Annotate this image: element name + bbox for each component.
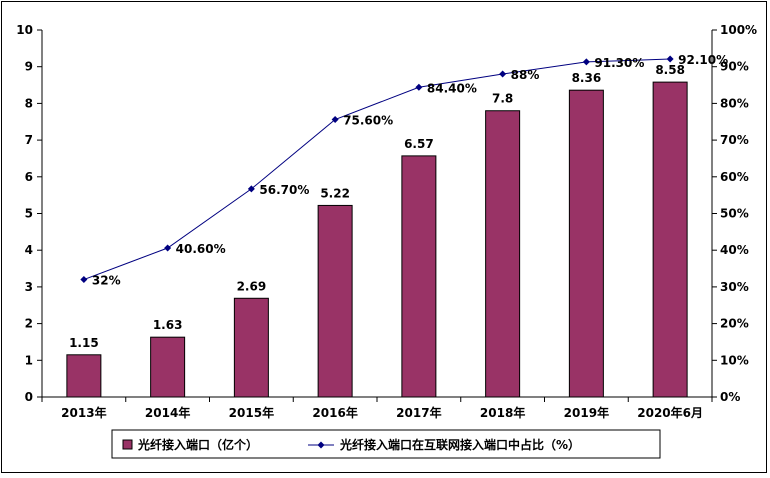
y-left-tick-label: 2 <box>25 317 33 331</box>
bar <box>652 81 688 398</box>
bar <box>485 110 521 398</box>
bar-data-label: 1.15 <box>69 336 99 350</box>
data-labels: 1.15 1.63 2.69 5.22 6.57 7.8 8.36 8.58 32% 40.60%… <box>69 53 728 350</box>
x-tick-label: 2014年 <box>145 405 190 420</box>
line-point <box>582 58 590 66</box>
y-right-tick-label: 90% <box>720 60 749 74</box>
y-left-tick-label: 8 <box>25 96 33 110</box>
line-point <box>80 276 88 284</box>
bar-data-label: 7.8 <box>492 92 513 106</box>
legend-line-marker <box>317 441 325 449</box>
series-line <box>83 58 671 281</box>
y-left-tick-label: 4 <box>25 243 33 257</box>
x-tick-label: 2018年 <box>480 405 525 420</box>
x-tick-label: 2020年6月 <box>637 405 703 420</box>
line-data-label: 32% <box>92 274 121 288</box>
line-point <box>666 55 674 63</box>
x-tick-label: 2017年 <box>396 405 441 420</box>
line-series <box>80 55 674 284</box>
bar-series <box>66 81 688 398</box>
bar <box>568 89 604 398</box>
y-right-tick-label: 0% <box>720 390 740 404</box>
axes: 0123456789100%10%20%30%40%50%60%70%80%90… <box>16 23 757 420</box>
legend-box <box>111 429 661 459</box>
line-data-label: 56.70% <box>259 183 309 197</box>
y-left-tick-label: 6 <box>25 170 33 184</box>
legend-bar-label: 光纤接入端口（亿个） <box>137 437 258 452</box>
x-tick-label: 2019年 <box>564 405 609 420</box>
legend-line-label: 光纤接入端口在互联网接入端口中占比（%） <box>339 437 580 452</box>
y-right-tick-label: 70% <box>720 133 749 147</box>
y-right-tick-label: 30% <box>720 280 749 294</box>
line-point <box>164 244 172 252</box>
x-tick-label: 2016年 <box>312 405 357 420</box>
bar <box>233 297 269 398</box>
legend: 光纤接入端口（亿个） 光纤接入端口在互联网接入端口中占比（%） <box>111 429 661 459</box>
line-point <box>415 83 423 91</box>
line-data-label: 84.40% <box>427 81 477 95</box>
x-tick-label: 2013年 <box>61 405 106 420</box>
line-data-label: 75.60% <box>343 114 393 128</box>
y-left-tick-label: 10 <box>16 23 33 37</box>
bar <box>317 204 353 398</box>
line-data-label: 92.10% <box>678 53 728 67</box>
y-right-tick-label: 20% <box>720 317 749 331</box>
line-data-label: 88% <box>511 68 540 82</box>
y-left-tick-label: 3 <box>25 280 33 294</box>
line-point <box>247 185 255 193</box>
x-tick-label: 2015年 <box>229 405 274 420</box>
bar <box>401 155 437 398</box>
y-right-tick-label: 60% <box>720 170 749 184</box>
y-left-tick-label: 7 <box>25 133 33 147</box>
y-right-tick-label: 40% <box>720 243 749 257</box>
line-point <box>331 116 339 124</box>
line-data-label: 91.30% <box>594 56 644 70</box>
y-right-tick-label: 50% <box>720 207 749 221</box>
y-left-tick-label: 5 <box>25 207 33 221</box>
y-left-tick-label: 9 <box>25 60 33 74</box>
bar <box>150 336 186 398</box>
line-data-label: 40.60% <box>176 242 226 256</box>
bar-data-label: 8.58 <box>655 63 685 77</box>
bar <box>66 354 102 398</box>
bar-data-label: 1.63 <box>153 318 183 332</box>
bar-data-label: 8.36 <box>572 71 602 85</box>
y-right-tick-label: 10% <box>720 353 749 367</box>
bar-data-label: 2.69 <box>237 279 267 293</box>
legend-bar-swatch <box>122 439 133 450</box>
y-right-tick-label: 80% <box>720 96 749 110</box>
y-left-tick-label: 0 <box>25 390 33 404</box>
bar-data-label: 6.57 <box>404 137 434 151</box>
y-left-tick-label: 1 <box>25 353 33 367</box>
bar-data-label: 5.22 <box>320 186 350 200</box>
y-right-tick-label: 100% <box>720 23 757 37</box>
line-point <box>499 70 507 78</box>
